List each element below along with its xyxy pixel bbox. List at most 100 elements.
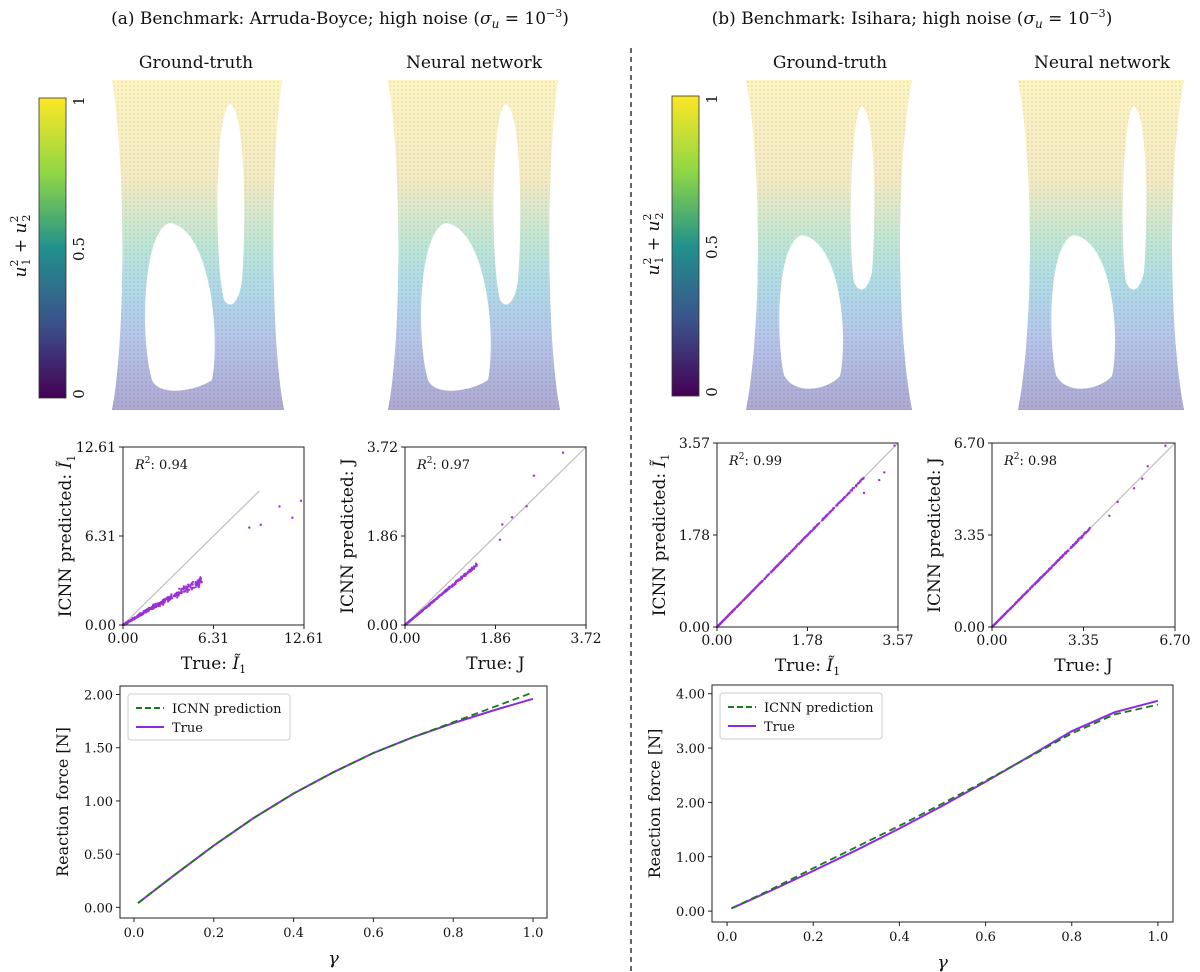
scatter-point [1050, 566, 1053, 569]
scatter-point [1088, 527, 1091, 530]
x-tick-label: 0.0 [717, 930, 738, 945]
scatter-point [1038, 577, 1041, 580]
y-tick-label: 3.57 [679, 436, 710, 452]
scatter-point [259, 523, 262, 526]
scatter-point [191, 583, 194, 586]
scatter-point [783, 557, 787, 560]
field-title-b-gt: Ground-truth [773, 53, 887, 73]
y-tick-label: 4.00 [676, 688, 705, 703]
colorbar-b-tick-top: 1 [703, 94, 721, 104]
scatter-point [248, 526, 251, 529]
scatter-point [719, 622, 722, 625]
scatter-point [1060, 555, 1063, 558]
field-title-a-nn: Neural network [406, 53, 543, 73]
scatter-point [1044, 571, 1048, 574]
y-tick-label: 0.00 [676, 905, 705, 920]
y-tick-label: 0.00 [954, 620, 985, 636]
scatter-point [175, 594, 178, 597]
y-tick-label: 0.00 [85, 618, 116, 634]
scatter-point [769, 571, 772, 574]
x-tick-label: 1.0 [1148, 930, 1169, 945]
scatter-point [737, 603, 741, 606]
specimen-b-ground-truth [746, 80, 912, 410]
scatter-point [189, 583, 192, 586]
scatter-point [754, 586, 758, 589]
scatter-point [154, 605, 157, 609]
x-tick-label: 0.0 [124, 926, 145, 941]
scatter-point [139, 614, 143, 617]
scatter-point [199, 577, 202, 580]
scatter-point [153, 604, 156, 607]
scatter-point [832, 506, 836, 510]
scatter-point [464, 574, 467, 578]
scatter-point [1051, 564, 1054, 567]
scatter-point [187, 585, 190, 588]
scatter-point [167, 599, 171, 602]
scatter-point [1008, 607, 1012, 610]
scatter-point [194, 583, 197, 587]
scatter-point [995, 620, 999, 624]
scatter-point [992, 624, 995, 627]
scatter-point [825, 515, 828, 518]
scatter-point [746, 594, 750, 597]
scatter-point [164, 597, 167, 600]
y-tick-label: 1.00 [676, 851, 705, 866]
x-tick-label: 0.6 [975, 930, 996, 945]
specimen-a-nn-hole-left [421, 223, 491, 391]
legend-label: True [764, 720, 795, 735]
scatter-point [196, 583, 200, 587]
legend-label: ICNN prediction [764, 701, 874, 716]
scatter-point [790, 550, 793, 553]
scatter-point [439, 594, 442, 597]
scatter-point [190, 588, 193, 591]
identity-line [122, 490, 260, 626]
series-line-true [730, 699, 1159, 910]
scatter-point [848, 491, 851, 495]
scatter-point [440, 593, 444, 596]
plot-frame [119, 685, 548, 919]
x-tick-label: 1.0 [523, 926, 544, 941]
scatter-point [793, 547, 796, 550]
scatter-plot-a-I1: 0.000.00 6.31 6.31 12.61 12.61 R2: 0.94 True: … [55, 440, 324, 676]
scatter-point [457, 579, 460, 582]
r2-annotation: R2: 0.98 [1003, 452, 1057, 469]
y-axis-label: ICNN predicted: Ĩ1 [55, 455, 78, 617]
scatter-point [460, 577, 463, 580]
scatter-point [1031, 584, 1035, 588]
scatter-point [177, 591, 180, 594]
scatter-point [408, 620, 411, 623]
scatter-point [151, 607, 154, 610]
scatter-point [774, 566, 777, 570]
scatter-point [1015, 601, 1018, 604]
colorbar-a-tick-bot: 0 [70, 389, 88, 399]
scatter-point [466, 572, 469, 575]
scatter-point [291, 516, 294, 519]
scatter-point [453, 581, 456, 585]
scatter-point [525, 505, 528, 508]
scatter-point [776, 564, 779, 567]
series-line-icnn-prediction [731, 703, 1159, 910]
scatter-point [883, 471, 886, 474]
scatter-point [1002, 613, 1005, 617]
specimen-a-neural-network [388, 80, 560, 410]
scatter-point [842, 496, 846, 499]
specimen-b-nn-hole-left [1051, 235, 1116, 389]
scatter-point [1132, 487, 1136, 490]
legend-box [127, 693, 291, 741]
y-tick-label: 0.50 [84, 848, 113, 863]
scatter-point [155, 604, 158, 607]
y-tick-label: 0.00 [367, 618, 398, 634]
scatter-point [1062, 554, 1065, 557]
scatter-point [785, 554, 789, 557]
y-tick-label: 2.00 [84, 689, 113, 704]
scatter-point [860, 478, 863, 481]
y-tick-label: 6.31 [85, 529, 116, 545]
specimen-a-nn-hole-right [493, 104, 521, 305]
x-tick-label: 3.72 [570, 631, 601, 647]
x-tick-label: 0.8 [1061, 930, 1082, 945]
y-tick-label: 1.00 [84, 795, 113, 810]
scatter-point [765, 576, 768, 579]
scatter-point [808, 532, 811, 535]
y-tick-label: 1.86 [367, 529, 398, 545]
